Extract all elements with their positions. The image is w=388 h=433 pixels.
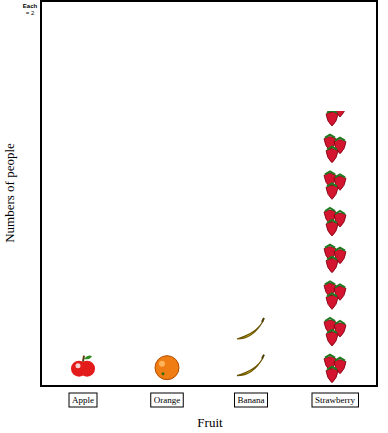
- banana-stem: [262, 355, 264, 359]
- category-box: [69, 393, 97, 407]
- strawberry-leaf: [325, 355, 335, 358]
- strawberry-leaf: [335, 284, 345, 287]
- strawberry-leaf: [325, 318, 335, 321]
- key-prefix: Each: [23, 3, 38, 9]
- apple-stem: [83, 356, 84, 362]
- strawberry-leaf: [327, 147, 337, 150]
- strawberry-body: [326, 149, 338, 163]
- strawberry-leaf: [325, 245, 335, 248]
- y-axis-label: Numbers of people: [2, 143, 17, 243]
- chart: Apple Orange Banana Strawberry Fruit Numbers …: [0, 0, 388, 433]
- icon: [324, 281, 346, 309]
- plot-frame: [41, 1, 377, 386]
- strawberry-body: [326, 222, 338, 236]
- strawberry-leaf: [335, 248, 345, 251]
- strawberry-leaf: [327, 220, 337, 223]
- category-box: [235, 393, 268, 407]
- key-label: = 2: [26, 10, 35, 16]
- strawberry-body: [326, 369, 338, 383]
- icon: [324, 245, 346, 273]
- icon: [324, 355, 346, 383]
- apple-leaf: [84, 356, 92, 360]
- icon-column: [155, 356, 179, 380]
- icon-column: [237, 318, 264, 376]
- category-label: Apple: [72, 395, 94, 405]
- strawberry-leaf: [327, 183, 337, 186]
- icon-column: [71, 356, 95, 377]
- category-label: Strawberry: [315, 395, 355, 405]
- icon: [324, 111, 346, 126]
- strawberry-leaf: [335, 174, 345, 177]
- strawberry-body: [326, 112, 338, 126]
- x-axis-label: Fruit: [197, 415, 223, 430]
- orange-body: [155, 356, 179, 380]
- apple-part: [79, 361, 95, 377]
- strawberry-leaf: [325, 171, 335, 174]
- icon: [237, 355, 264, 376]
- category-label: Orange: [154, 395, 181, 405]
- strawberry-leaf: [335, 211, 345, 214]
- strawberry-body: [326, 295, 338, 309]
- strawberry-leaf: [327, 257, 337, 260]
- category-label: Banana: [238, 395, 265, 405]
- marks: [71, 98, 346, 383]
- banana-body: [237, 358, 263, 376]
- strawberry-leaf: [327, 293, 337, 296]
- icon: [155, 356, 179, 380]
- category-box: [151, 393, 184, 407]
- icon-column: [324, 98, 346, 383]
- strawberry-leaf: [335, 321, 345, 324]
- banana-body: [237, 321, 263, 339]
- apple-shine: [76, 363, 81, 368]
- icon: [71, 356, 95, 377]
- strawberry-leaf: [335, 138, 345, 141]
- strawberry-body: [326, 259, 338, 273]
- strawberry-leaf: [325, 208, 335, 211]
- strawberry-leaf: [325, 281, 335, 284]
- icon: [324, 208, 346, 236]
- banana-stem: [262, 318, 264, 322]
- strawberry-leaf: [327, 111, 337, 113]
- strawberry-body: [326, 332, 338, 346]
- strawberry-leaf: [327, 330, 337, 333]
- strawberry-leaf: [325, 135, 335, 138]
- orange-navel: [162, 372, 165, 375]
- strawberry-body: [326, 185, 338, 199]
- orange-shine: [159, 361, 165, 367]
- strawberry-leaf: [335, 358, 345, 361]
- icon: [324, 135, 346, 163]
- category-box: [312, 393, 358, 407]
- icon: [324, 318, 346, 346]
- icon: [324, 171, 346, 199]
- icon: [237, 318, 264, 339]
- strawberry-leaf: [327, 367, 337, 370]
